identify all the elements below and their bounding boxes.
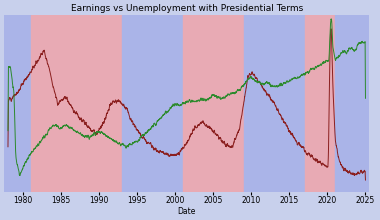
Bar: [122, 15, 183, 192]
Bar: [305, 15, 335, 192]
Title: Earnings vs Unemployment with Presidential Terms: Earnings vs Unemployment with Presidenti…: [71, 4, 303, 13]
Bar: [335, 15, 373, 192]
X-axis label: Date: Date: [177, 207, 196, 216]
Bar: [183, 15, 244, 192]
Bar: [31, 15, 122, 192]
Bar: [244, 15, 305, 192]
Bar: [0, 15, 31, 192]
